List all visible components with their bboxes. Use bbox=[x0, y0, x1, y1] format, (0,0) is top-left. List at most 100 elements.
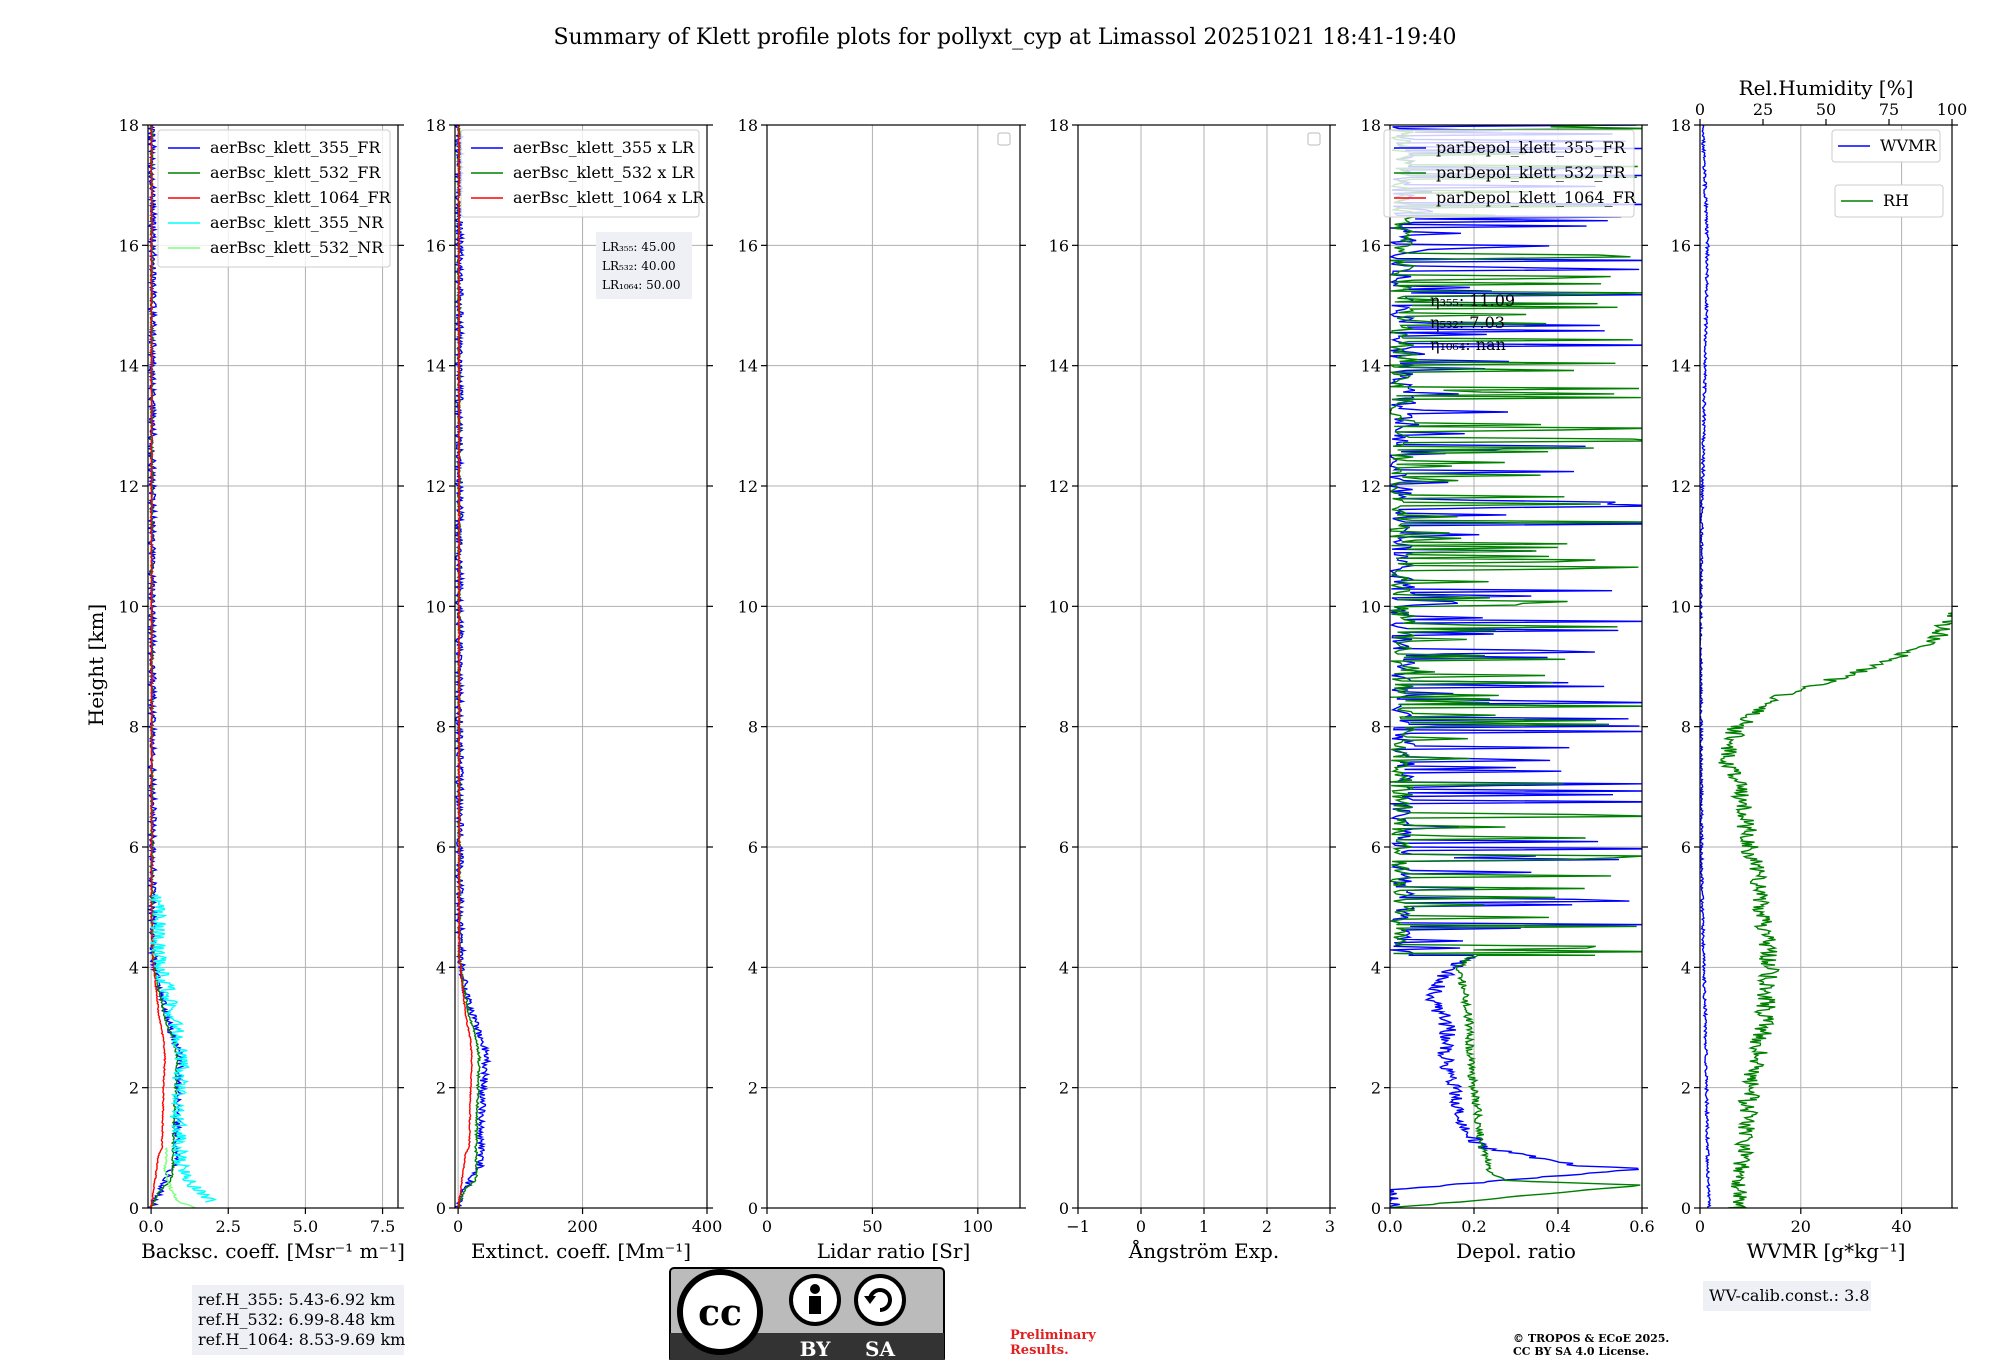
y-tick-label: 4 bbox=[748, 958, 758, 977]
svg-text:Preliminary: Preliminary bbox=[1010, 1328, 1096, 1343]
y-tick-label: 0 bbox=[436, 1199, 446, 1218]
legend-label: WVMR bbox=[1880, 136, 1937, 155]
axes-frame bbox=[766, 124, 1021, 1209]
annotation-line: η₁₀₆₄: nan bbox=[1430, 335, 1506, 354]
x-tick-label: 0.2 bbox=[1461, 1217, 1486, 1236]
share-alike-icon bbox=[854, 1274, 906, 1326]
x-tick-label: 40 bbox=[1891, 1217, 1911, 1236]
annotation-line: LR₅₃₂: 40.00 bbox=[602, 259, 676, 273]
y-tick-label: 16 bbox=[1361, 236, 1381, 255]
annotation-box: WV-calib.const.: 3.8 bbox=[1703, 1281, 1871, 1311]
y-tick-label: 16 bbox=[426, 236, 446, 255]
x-tick-label: 3 bbox=[1325, 1217, 1335, 1236]
y-tick-label: 18 bbox=[426, 116, 446, 135]
annotation-bg bbox=[1703, 1281, 1871, 1311]
x-tick-label: 0 bbox=[453, 1217, 463, 1236]
y-tick-label: 12 bbox=[1049, 477, 1069, 496]
annotation-box: η₃₅₅: 11.09 η₅₃₂: 7.03 η₁₀₆₄: nan bbox=[1430, 291, 1515, 354]
x-tick-label: 200 bbox=[567, 1217, 598, 1236]
x-tick-label: 0.0 bbox=[1377, 1217, 1402, 1236]
preliminary-note: Preliminary Results. bbox=[1010, 1328, 1096, 1358]
y-tick-label: 6 bbox=[1681, 838, 1691, 857]
x-tick-label: 0 bbox=[1136, 1217, 1146, 1236]
x-tick-label: 5.0 bbox=[293, 1217, 318, 1236]
y-tick-label: 14 bbox=[1049, 357, 1069, 376]
y-tick-label: 12 bbox=[426, 477, 446, 496]
series-line-pardepol-klett-355-fr bbox=[1390, 125, 1642, 1208]
series-line-wvmr bbox=[1700, 125, 1712, 1208]
y-tick-label: 6 bbox=[129, 838, 139, 857]
x-axis-label: WVMR [g*kg⁻¹] bbox=[1747, 1239, 1906, 1263]
top-x-tick-label: 25 bbox=[1753, 100, 1773, 119]
x-tick-label: 400 bbox=[692, 1217, 723, 1236]
y-axis-label: Height [km] bbox=[84, 604, 108, 726]
series-group bbox=[148, 125, 218, 1208]
x-tick-label: −1 bbox=[1066, 1217, 1090, 1236]
y-tick-label: 10 bbox=[1671, 597, 1691, 616]
by-label: BY bbox=[800, 1337, 832, 1360]
copyright-note: © TROPOS & ECoE 2025. CC BY SA 4.0 Licen… bbox=[1513, 1332, 1669, 1358]
legend-label: aerBsc_klett_355 x LR bbox=[513, 138, 695, 157]
y-tick-label: 18 bbox=[1671, 116, 1691, 135]
x-tick-label: 0.0 bbox=[138, 1217, 163, 1236]
y-tick-label: 10 bbox=[738, 597, 758, 616]
annotation-bg bbox=[596, 232, 692, 299]
y-tick-label: 6 bbox=[1059, 838, 1069, 857]
y-tick-label: 2 bbox=[748, 1079, 758, 1098]
svg-text:Results.: Results. bbox=[1010, 1343, 1069, 1358]
y-tick-label: 18 bbox=[738, 116, 758, 135]
top-x-tick-label: 50 bbox=[1816, 100, 1836, 119]
y-tick-label: 18 bbox=[1049, 116, 1069, 135]
y-tick-label: 4 bbox=[1681, 958, 1691, 977]
y-tick-label: 14 bbox=[738, 357, 758, 376]
series-line-aerbsc-klett-355-fr bbox=[148, 125, 184, 1208]
annotation-bg bbox=[192, 1285, 404, 1355]
y-tick-label: 14 bbox=[1671, 357, 1691, 376]
legend-label: parDepol_klett_1064_FR bbox=[1436, 188, 1637, 207]
y-tick-label: 4 bbox=[1059, 958, 1069, 977]
empty-legend-box bbox=[1307, 132, 1321, 146]
x-tick-label: 1 bbox=[1199, 1217, 1209, 1236]
y-tick-label: 6 bbox=[1371, 838, 1381, 857]
y-tick-label: 12 bbox=[1671, 477, 1691, 496]
x-axis-label: Extinct. coeff. [Mm⁻¹] bbox=[471, 1239, 691, 1263]
series-line-pardepol-klett-532-fr bbox=[1390, 125, 1642, 1208]
top-x-tick-label: 75 bbox=[1879, 100, 1899, 119]
sa-label: SA bbox=[865, 1337, 895, 1360]
series-line-aerbsc-klett-532-nr bbox=[162, 1147, 197, 1208]
axes-frame bbox=[1699, 124, 1953, 1209]
y-tick-label: 8 bbox=[1371, 718, 1381, 737]
y-tick-label: 16 bbox=[1671, 236, 1691, 255]
y-tick-label: 2 bbox=[436, 1079, 446, 1098]
legend-box: aerBsc_klett_355 x LR aerBsc_klett_532 x … bbox=[460, 129, 705, 218]
y-tick-label: 6 bbox=[436, 838, 446, 857]
x-tick-label: 0.4 bbox=[1545, 1217, 1570, 1236]
legend-label: aerBsc_klett_1064_FR bbox=[210, 188, 392, 207]
y-tick-label: 16 bbox=[738, 236, 758, 255]
y-tick-label: 2 bbox=[1059, 1079, 1069, 1098]
annotation-line: ref.H_532: 6.99-8.48 km bbox=[198, 1310, 395, 1329]
annotation-box: LR₃₅₅: 45.00 LR₅₃₂: 40.00 LR₁₀₆₄: 50.00 bbox=[596, 232, 692, 299]
y-tick-label: 12 bbox=[738, 477, 758, 496]
axes-frame bbox=[1389, 124, 1643, 1209]
series-group bbox=[1390, 125, 1642, 1208]
x-tick-label: 0 bbox=[762, 1217, 772, 1236]
panel-lidar-ratio: 0 2 4 6 8 10 12 14 16 18 0 50 100 Lidar ratio [Sr] bbox=[738, 116, 1026, 1263]
x-tick-label: 20 bbox=[1791, 1217, 1811, 1236]
y-tick-label: 14 bbox=[1361, 357, 1381, 376]
legend-label: aerBsc_klett_532_FR bbox=[210, 163, 381, 182]
top-x-tick-label: 100 bbox=[1937, 100, 1968, 119]
y-tick-label: 2 bbox=[129, 1079, 139, 1098]
axes-frame bbox=[454, 124, 708, 1209]
y-tick-label: 16 bbox=[119, 236, 139, 255]
top-x-tick-label: 0 bbox=[1695, 100, 1705, 119]
x-tick-label: 2.5 bbox=[216, 1217, 241, 1236]
series-line-aerbsc-klett-1064-x-lr bbox=[456, 125, 473, 1208]
legend-wvmr: WVMR bbox=[1831, 129, 1941, 163]
y-tick-label: 12 bbox=[119, 477, 139, 496]
legend-box: parDepol_klett_355_FR parDepol_klett_532_… bbox=[1383, 129, 1637, 218]
